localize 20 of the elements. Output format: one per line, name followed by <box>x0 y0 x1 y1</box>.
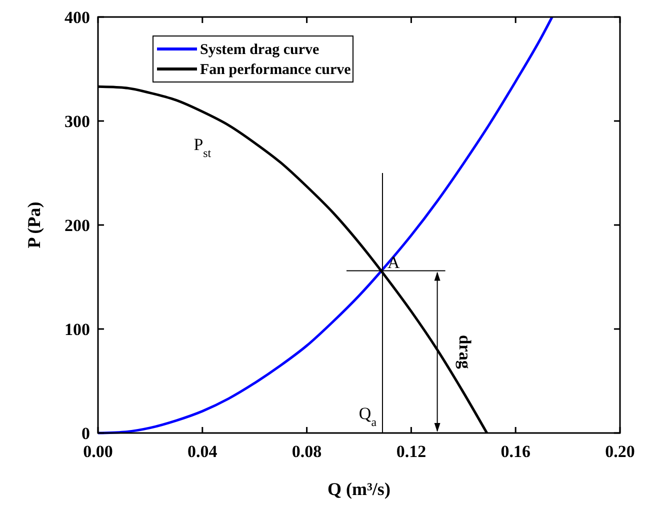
legend-label: Fan performance curve <box>200 62 352 78</box>
line-series <box>96 16 554 434</box>
y-tick-label: 200 <box>64 216 90 235</box>
y-tick-label: 300 <box>64 112 90 131</box>
x-tick-label: 0.20 <box>605 442 635 461</box>
annotation: drag <box>455 334 474 370</box>
annotation: P$_{st}$ <box>194 135 212 160</box>
y-tick-label: 400 <box>64 8 90 27</box>
legend-label: System drag curve <box>200 42 320 58</box>
x-tick-label: 0.00 <box>83 442 113 461</box>
y-tick-label: 0 <box>82 424 90 443</box>
y-tick-label: 100 <box>64 320 90 339</box>
x-tick-label: 0.08 <box>292 442 322 461</box>
x-axis-title: Q (m³/s) <box>328 479 390 499</box>
y-axis-title: P (Pa) <box>24 202 44 248</box>
annotation: Q$_{a}$ <box>358 404 378 429</box>
x-tick-label: 0.12 <box>396 442 426 461</box>
x-tick-label: 0.16 <box>500 442 530 461</box>
x-tick-label: 0.04 <box>188 442 218 461</box>
annotation: A <box>387 252 400 272</box>
